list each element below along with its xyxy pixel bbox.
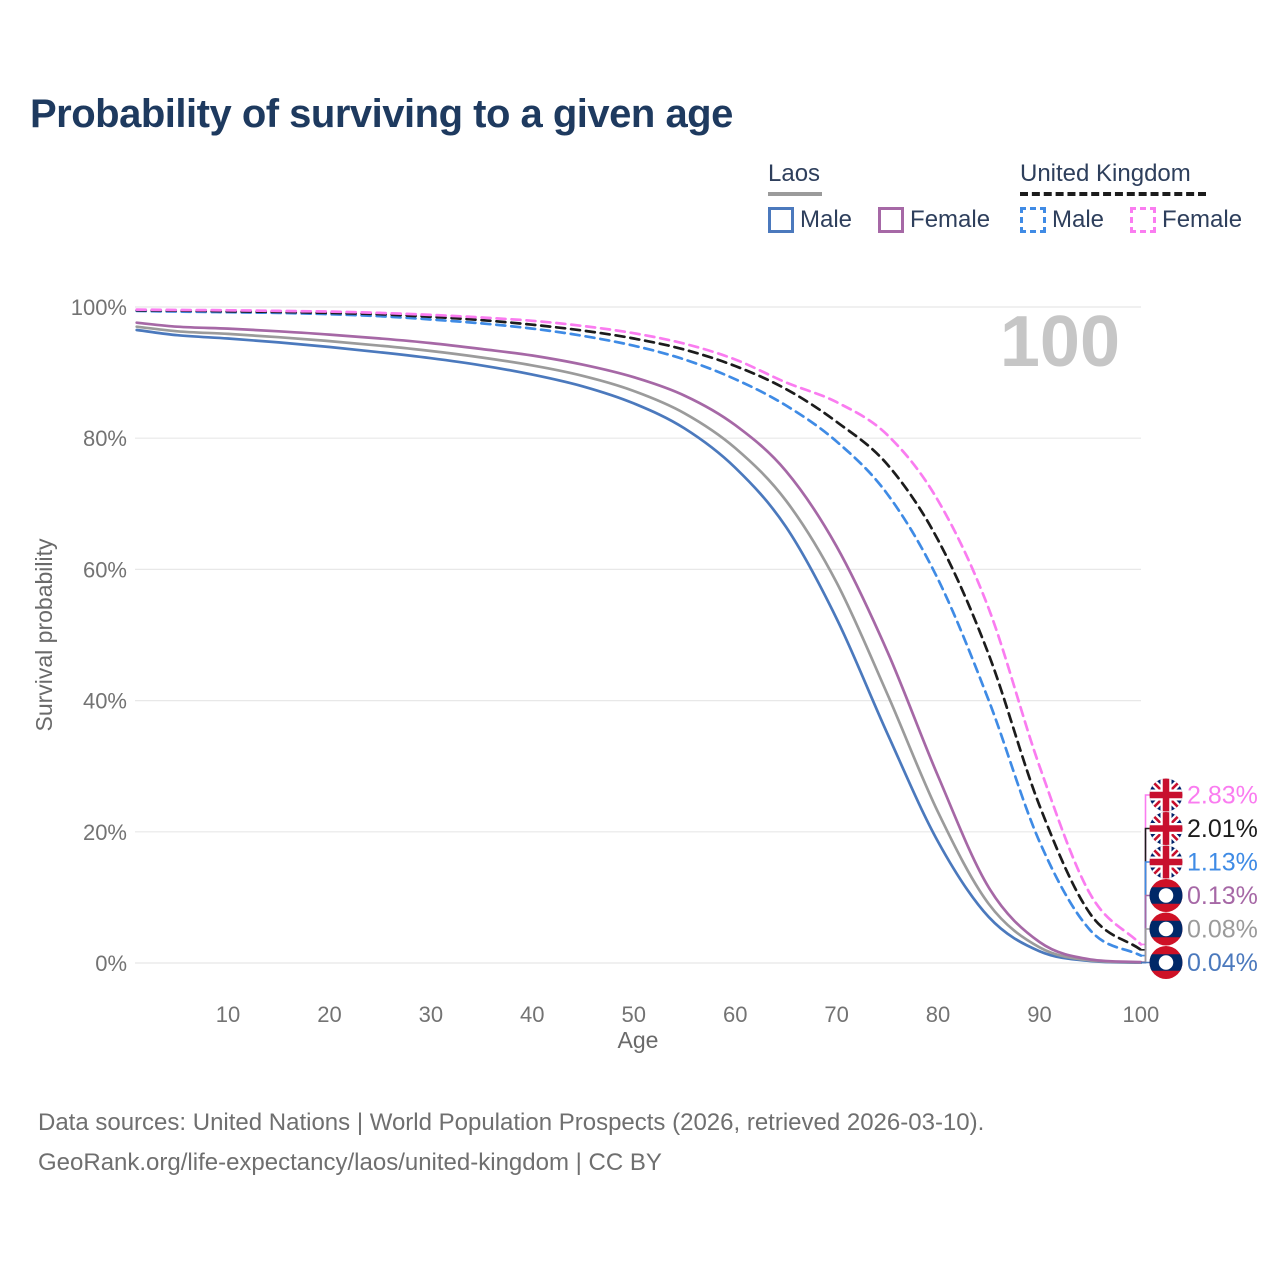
footer-line-2: GeoRank.org/life-expectancy/laos/united-… [38,1149,662,1176]
line-laos-male[interactable] [135,328,1143,965]
end-label-uk-female: 2.83% [1187,782,1258,810]
y-tick-40: 40% [83,689,127,714]
legend-laos-female-label: Female [910,206,991,233]
end-label-laos-both: 0.08% [1187,916,1258,944]
laos-flag-icon [1149,946,1183,979]
line-laos-both[interactable] [135,325,1143,964]
x-axis-title: Age [618,1027,659,1053]
y-tick-100: 100% [71,295,127,320]
leader-line-laos-both [1141,928,1151,964]
legend-item-laos-female: Female [878,206,990,234]
legend-uk-label: United Kingdom [1020,160,1191,187]
x-tick-10: 10 [216,1002,240,1027]
page-title: Probability of surviving to a given age [30,92,733,136]
legend-uk-male-label: Male [1052,206,1105,233]
x-tick-100: 100 [1123,1002,1160,1027]
x-axis-tick-labels: 10 20 30 40 50 60 70 80 90 100 [216,1002,1160,1027]
end-label-uk-both: 2.01% [1187,815,1258,843]
legend-uk-female-label: Female [1162,206,1243,233]
y-tick-0: 0% [95,951,127,976]
legend-laos-total-line-swatch [768,192,822,196]
end-label-laos-female: 0.13% [1187,882,1258,910]
x-tick-50: 50 [622,1002,646,1027]
footer-line-1: Data sources: United Nations | World Pop… [38,1109,985,1136]
laos-flag-icon [1149,879,1183,912]
x-tick-20: 20 [317,1002,341,1027]
legend-uk-total-line-swatch [1020,192,1206,196]
x-tick-70: 70 [824,1002,848,1027]
legend-item-uk-male: Male [1020,206,1104,234]
legend-laos-male-label: Male [800,206,853,233]
uk-flag-icon [1149,812,1183,845]
y-tick-20: 20% [83,820,127,845]
y-axis-tick-labels: 0% 20% 40% 60% 80% 100% [71,295,127,976]
x-tick-40: 40 [520,1002,544,1027]
y-tick-60: 60% [83,557,127,582]
y-axis-title: Survival probability [31,538,57,732]
uk-flag-icon [1149,845,1183,879]
end-label-laos-male: 0.04% [1187,949,1258,977]
x-tick-60: 60 [723,1002,747,1027]
legend-group-laos: Laos Male Female [768,160,990,234]
legend-item-uk-female: Female [1130,206,1242,234]
x-tick-30: 30 [419,1002,443,1027]
uk-male-swatch-icon [1020,207,1046,233]
end-label-uk-male: 1.13% [1187,849,1258,877]
watermark-age-100: 100 [1000,302,1120,382]
legend-item-laos-male: Male [768,206,852,234]
uk-flag-icon [1149,778,1183,812]
line-laos-female[interactable] [135,321,1143,964]
legend-laos-label: Laos [768,160,821,187]
end-value-labels: 2.83% 2.01% 1.13% 0.13% 0.08% 0.04% [1141,778,1258,979]
uk-female-swatch-icon [1130,207,1157,233]
laos-male-swatch-icon [768,207,794,233]
line-uk-female[interactable] [135,308,1143,946]
data-sources: Data sources: United Nations | World Pop… [38,1103,984,1183]
line-uk-male[interactable] [135,309,1143,957]
series-lines [135,308,1143,965]
y-tick-80: 80% [83,426,127,451]
laos-female-swatch-icon [878,207,905,233]
x-tick-80: 80 [926,1002,950,1027]
legend-group-united-kingdom: United Kingdom Male Female [1020,160,1242,234]
x-tick-90: 90 [1027,1002,1051,1027]
laos-flag-icon [1149,912,1183,946]
